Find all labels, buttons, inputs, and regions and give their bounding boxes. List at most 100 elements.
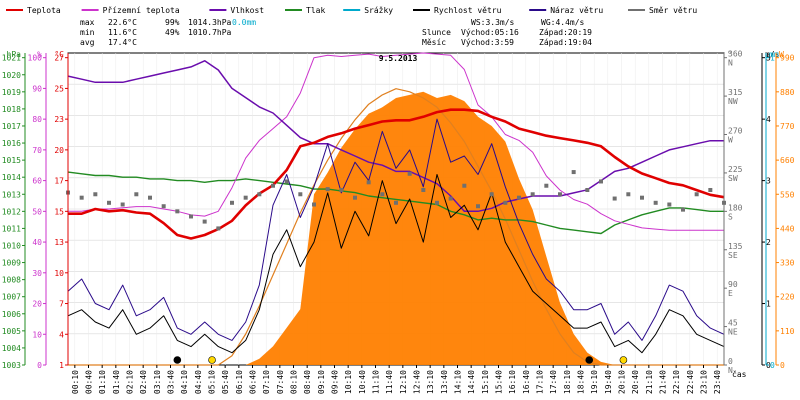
hpa-tick-label: 1008 <box>2 276 21 285</box>
x-tick-label: 12:10 <box>399 370 408 394</box>
hpa-tick-label: 1014 <box>2 173 21 182</box>
dir-tick-label: E <box>728 289 733 298</box>
dir-tick-deg: 360 <box>728 50 743 59</box>
series-smer-point <box>339 187 344 192</box>
series-smer-point <box>585 187 590 192</box>
temp-tick-label: 4 <box>59 330 64 339</box>
series-smer-point <box>134 192 139 197</box>
stat-text: 11.6°C <box>108 28 137 37</box>
hpa-tick-label: 1009 <box>2 259 21 268</box>
series-smer-point <box>462 183 467 188</box>
stat-text: 1014.3hPa <box>188 18 232 27</box>
legend-label-smer: Směr větru <box>649 6 697 15</box>
dir-axis-unit: ° <box>727 50 732 59</box>
legend-label-tlak: Tlak <box>306 6 325 15</box>
hpa-tick-label: 1017 <box>2 122 21 131</box>
w-tick-label: 880 <box>780 88 795 97</box>
hpa-tick-label: 1019 <box>2 88 21 97</box>
pct-tick-label: 20 <box>32 300 42 309</box>
pct-tick-label: 40 <box>32 238 42 247</box>
dir-tick-deg: 225 <box>728 165 743 174</box>
x-tick-label: 04:10 <box>180 370 189 394</box>
series-smer-point <box>120 202 125 207</box>
legend-label-pocitova: Přízemní teplota <box>103 6 180 15</box>
x-tick-label: 10:10 <box>344 370 353 394</box>
moon-marker <box>585 356 594 364</box>
pct-tick-label: 80 <box>32 115 42 124</box>
w-tick-label: 550 <box>780 190 795 199</box>
x-tick-label: 03:10 <box>153 370 162 394</box>
series-theoretical-line <box>68 88 724 366</box>
series-smer-point <box>93 192 98 197</box>
x-tick-label: 18:10 <box>563 370 572 394</box>
pct-tick-label: 10 <box>32 330 42 339</box>
stat-text: Východ:05:16 <box>461 28 519 37</box>
stat-text: min <box>80 28 95 37</box>
x-tick-label: 17:10 <box>536 370 545 394</box>
w-tick-label: 330 <box>780 259 795 268</box>
x-tick-label: 07:10 <box>262 370 271 394</box>
x-tick-label: 14:10 <box>454 370 463 394</box>
x-tick-label: 01:40 <box>112 370 121 394</box>
series-smer-point <box>79 195 84 200</box>
series-smer-point <box>626 192 631 197</box>
x-tick-label: 06:40 <box>249 370 258 394</box>
pct-tick-label: 60 <box>32 177 42 186</box>
series-vlhkost-line <box>67 60 724 213</box>
pct-tick-label: 30 <box>32 269 42 278</box>
x-tick-label: 20:40 <box>631 370 640 394</box>
series-naraz-line <box>67 118 725 341</box>
dir-tick-label: NW <box>728 97 738 106</box>
stat-text: Slunce <box>422 28 451 37</box>
hpa-tick-label: 1021 <box>2 54 21 63</box>
x-tick-label: 06:10 <box>235 370 244 394</box>
x-tick-label: 11:40 <box>385 370 394 394</box>
series-smer-point <box>708 187 713 192</box>
x-tick-label: 17:40 <box>549 370 558 394</box>
hpa-tick-label: 1018 <box>2 105 21 114</box>
x-tick-label: 21:10 <box>645 370 654 394</box>
series-smer-point <box>161 204 166 209</box>
dir-tick-label: SE <box>728 251 738 260</box>
moon-marker <box>173 356 182 364</box>
series-smer-point <box>599 179 603 184</box>
dir-tick-deg: 0 <box>728 357 733 366</box>
dir-tick-deg: 180 <box>728 203 743 212</box>
w-tick-label: 770 <box>780 122 795 131</box>
x-tick-label: 16:10 <box>508 370 517 394</box>
series-smer-point <box>694 192 699 197</box>
dir-tick-label: W <box>728 136 733 145</box>
hpa-tick-label: 1015 <box>2 156 21 165</box>
stat-text: 0.0mm <box>232 18 256 27</box>
sun-marker <box>619 356 628 364</box>
pct-tick-label: 100 <box>28 54 43 63</box>
x-tick-label: 19:10 <box>590 370 599 394</box>
stat-text: 22.6°C <box>108 18 137 27</box>
x-tick-label: 09:40 <box>331 370 340 394</box>
series-rychlost-line <box>67 174 725 354</box>
hpa-tick-label: 1005 <box>2 327 21 336</box>
hpa-tick-label: 1004 <box>2 344 21 353</box>
w-tick-label: 110 <box>780 327 795 336</box>
temp-tick-label: 17 <box>54 177 64 186</box>
series-smer-point <box>667 202 672 207</box>
x-tick-label: 13:10 <box>426 370 435 394</box>
temp-axis-unit: °C <box>54 50 64 59</box>
w-tick-label: 990 <box>780 54 795 63</box>
series-smer-point <box>558 192 562 197</box>
x-tick-label: 11:10 <box>372 370 381 394</box>
series-smer-point <box>571 170 576 175</box>
w-tick-label: 220 <box>780 293 795 302</box>
series-smer-point <box>503 200 508 205</box>
series-smer-point <box>544 183 549 188</box>
legend-label-srazky: Srážky <box>364 6 393 15</box>
x-tick-label: 07:40 <box>276 370 285 394</box>
series-smer-point <box>407 171 412 176</box>
stat-text: 99% <box>165 18 180 27</box>
series-smer-point <box>530 192 535 197</box>
series-smer-point <box>353 195 357 200</box>
temp-tick-label: 23 <box>54 115 64 124</box>
stat-text: WG:4.4m/s <box>541 18 585 27</box>
ms-tick-label: 2 <box>766 238 771 247</box>
